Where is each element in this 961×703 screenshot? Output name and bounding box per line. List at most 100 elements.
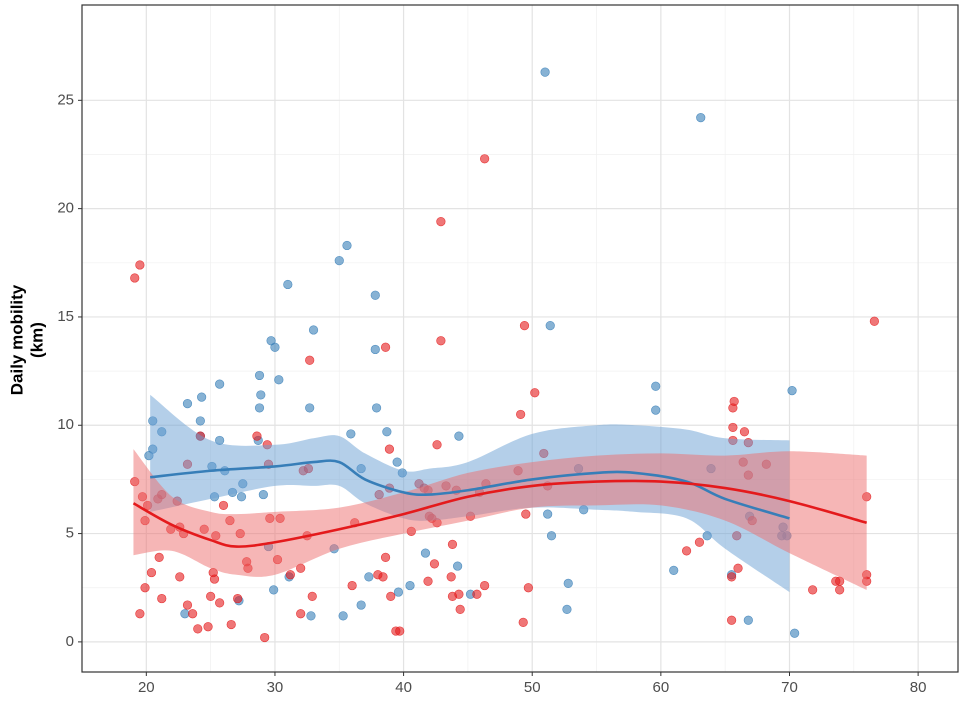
point xyxy=(739,427,750,437)
point xyxy=(209,574,220,584)
point xyxy=(380,342,391,352)
point xyxy=(254,403,265,413)
point xyxy=(518,617,528,627)
point xyxy=(342,240,352,251)
point xyxy=(305,355,315,365)
y-tick-label: 5 xyxy=(66,525,74,542)
point xyxy=(308,325,319,335)
smooth-line xyxy=(132,479,868,548)
point xyxy=(447,539,458,550)
point xyxy=(157,593,167,604)
point xyxy=(382,427,392,437)
point xyxy=(182,398,193,409)
y-tick-label: 15 xyxy=(57,308,74,325)
point xyxy=(545,321,555,331)
point xyxy=(226,619,236,630)
point xyxy=(269,585,279,595)
point xyxy=(436,217,446,227)
y-tick-label: 20 xyxy=(57,200,74,217)
point xyxy=(380,552,391,563)
y-label-line: (km) xyxy=(27,322,46,358)
x-tick-label: 70 xyxy=(781,679,798,696)
x-tick-label: 40 xyxy=(395,679,412,696)
panel-border xyxy=(81,4,959,673)
point xyxy=(453,561,463,571)
point xyxy=(154,552,164,563)
point xyxy=(869,316,879,326)
point xyxy=(808,585,818,595)
point xyxy=(146,567,157,578)
point xyxy=(270,342,280,352)
point xyxy=(393,587,404,597)
point xyxy=(728,422,738,433)
point xyxy=(562,604,572,614)
point xyxy=(546,531,557,541)
point xyxy=(530,388,540,398)
point xyxy=(446,572,456,582)
point xyxy=(175,572,185,582)
x-tick-label: 60 xyxy=(653,679,670,696)
point xyxy=(233,593,243,604)
point xyxy=(472,589,482,599)
point xyxy=(727,615,737,625)
point xyxy=(307,591,317,601)
point xyxy=(454,431,464,441)
point xyxy=(254,370,265,381)
point xyxy=(378,572,388,582)
point xyxy=(346,429,356,439)
point xyxy=(334,256,344,266)
point xyxy=(519,321,530,331)
point xyxy=(130,273,140,283)
point xyxy=(195,416,205,426)
point xyxy=(790,628,800,638)
point xyxy=(420,548,431,558)
point xyxy=(694,537,705,547)
point xyxy=(696,113,706,123)
point xyxy=(218,500,229,511)
point xyxy=(831,576,841,586)
point xyxy=(258,489,268,500)
y-tick-label: 10 xyxy=(57,416,74,433)
point xyxy=(454,589,464,599)
point xyxy=(193,624,203,634)
point xyxy=(436,336,446,346)
point xyxy=(787,385,797,396)
point xyxy=(260,632,270,643)
point xyxy=(356,600,366,610)
point xyxy=(543,509,553,519)
point xyxy=(480,154,490,164)
point xyxy=(274,375,284,385)
point xyxy=(835,585,845,595)
point xyxy=(180,609,190,619)
point xyxy=(455,604,465,614)
point xyxy=(140,583,150,593)
x-tick-label: 80 xyxy=(910,679,927,696)
point xyxy=(364,572,374,582)
point xyxy=(733,563,743,573)
point xyxy=(283,279,293,290)
point xyxy=(521,509,531,519)
x-tick-label: 30 xyxy=(267,679,284,696)
y-label-line: Daily mobility xyxy=(7,284,26,395)
point xyxy=(206,591,216,601)
point xyxy=(296,609,306,619)
x-tick-label: 50 xyxy=(524,679,541,696)
point xyxy=(285,570,295,580)
point xyxy=(215,379,225,389)
y-axis-label: Daily mobility (km) xyxy=(7,284,46,395)
point xyxy=(347,580,357,591)
point xyxy=(182,600,193,610)
point xyxy=(135,260,145,270)
point xyxy=(256,390,266,400)
point xyxy=(743,615,753,625)
smooth-line xyxy=(150,459,790,520)
point xyxy=(306,611,316,621)
point xyxy=(729,396,739,407)
point xyxy=(540,67,550,77)
point xyxy=(651,381,661,391)
point xyxy=(252,431,262,441)
point xyxy=(480,580,490,591)
point xyxy=(370,290,380,300)
point xyxy=(651,405,661,415)
